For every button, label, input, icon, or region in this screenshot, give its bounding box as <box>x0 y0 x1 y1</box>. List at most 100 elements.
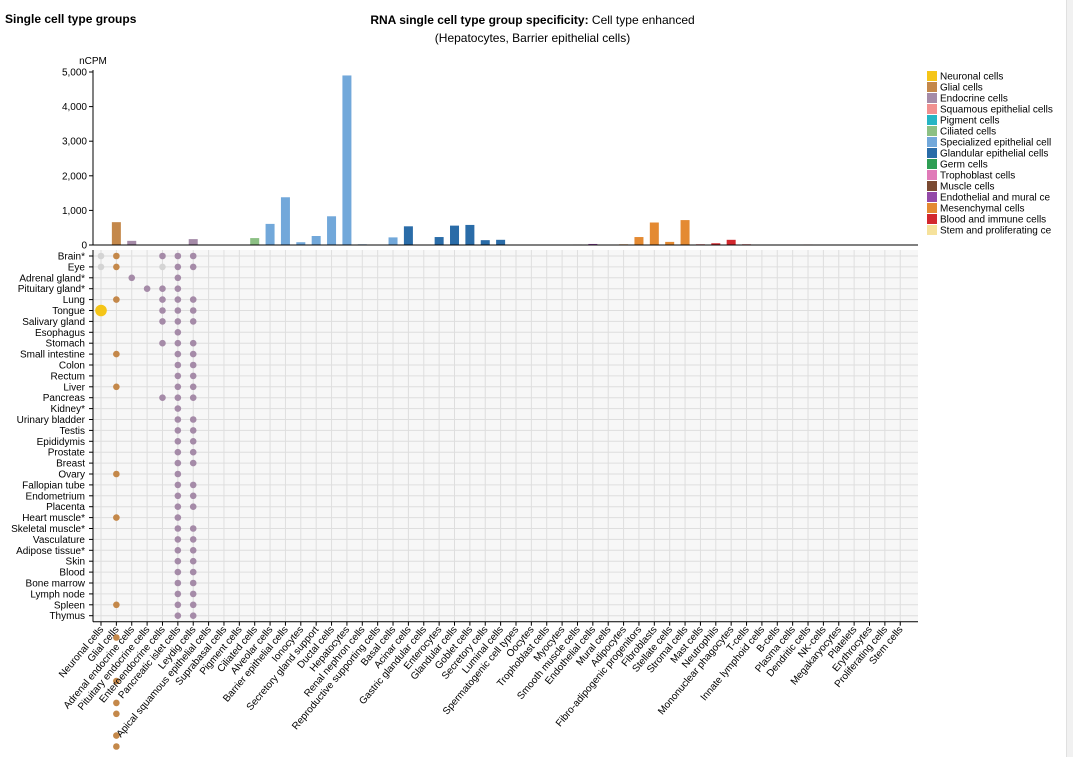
dot <box>174 296 182 303</box>
dot <box>174 350 182 358</box>
dot <box>189 372 197 380</box>
tissue-label: Rectum <box>51 371 85 382</box>
tissue-label: Tongue <box>52 306 85 317</box>
tissue-label: Spleen <box>54 600 85 611</box>
legend-label: Mesenchymal cells <box>940 204 1024 215</box>
tissue-label: Pancreas <box>43 393 85 404</box>
dot <box>189 252 197 260</box>
bar <box>388 237 398 245</box>
dot <box>159 296 166 303</box>
dot-matrix-background <box>93 250 918 622</box>
dot <box>174 329 182 336</box>
dot <box>113 263 120 271</box>
legend-label: Trophoblast cells <box>940 171 1015 182</box>
legend-swatch <box>927 181 937 191</box>
bar <box>711 243 721 245</box>
legend-label: Endocrine cells <box>940 94 1008 105</box>
tissue-label: Vasculature <box>33 535 86 546</box>
tissue-label: Urinary bladder <box>17 415 86 426</box>
dot <box>97 252 105 260</box>
tissue-label: Kidney* <box>51 404 86 415</box>
dot <box>189 416 197 423</box>
y-tick-label: 3,000 <box>62 137 87 148</box>
tissue-label: Fallopian tube <box>22 480 85 491</box>
bar <box>726 239 736 245</box>
dot <box>174 568 182 576</box>
dot <box>189 296 197 303</box>
dot <box>189 350 197 358</box>
legend-swatch <box>927 214 937 224</box>
dot <box>189 361 197 369</box>
bar <box>188 239 198 245</box>
dot <box>174 579 182 587</box>
tissue-label: Epididymis <box>37 437 85 448</box>
dot <box>174 285 182 293</box>
dot <box>174 590 182 598</box>
legend-swatch <box>927 225 937 235</box>
legend-swatch <box>927 126 937 136</box>
bar <box>665 241 675 245</box>
legend-label: Blood and immune cells <box>940 215 1046 226</box>
dot <box>159 252 166 260</box>
dot <box>189 438 197 445</box>
legend-swatch <box>927 137 937 147</box>
tissue-label: Stomach <box>46 339 85 350</box>
dot <box>189 612 197 619</box>
tissue-label: Colon <box>59 361 85 372</box>
dot <box>159 307 166 314</box>
scrollbar[interactable] <box>1066 0 1073 757</box>
dot <box>189 568 197 576</box>
tissue-label: Endometrium <box>26 491 85 502</box>
dot-layer <box>95 252 197 750</box>
dot <box>174 252 182 260</box>
tissue-label: Bone marrow <box>26 579 86 590</box>
tissue-label: Breast <box>56 459 85 470</box>
dot <box>113 710 120 718</box>
bar <box>280 197 290 245</box>
dot <box>189 427 197 434</box>
legend-swatch <box>927 115 937 125</box>
dot <box>189 318 197 325</box>
dot <box>174 416 182 423</box>
tissue-label: Esophagus <box>35 328 85 339</box>
legend-swatch <box>927 82 937 92</box>
bar <box>265 223 275 245</box>
dot <box>189 503 197 511</box>
dot <box>174 525 182 532</box>
bar <box>311 236 321 245</box>
legend-label: Muscle cells <box>940 182 994 193</box>
dot <box>113 383 120 391</box>
legend-label: Germ cells <box>940 160 988 171</box>
tissue-label: Adipose tissue* <box>16 546 85 557</box>
dot <box>189 263 197 271</box>
legend-swatch <box>927 170 937 180</box>
dot <box>113 296 120 303</box>
dot <box>174 383 182 391</box>
bar-layer <box>111 75 828 246</box>
dot <box>174 427 182 434</box>
dot <box>174 307 182 314</box>
dot <box>189 459 197 467</box>
bar <box>649 222 659 245</box>
dot <box>174 514 182 521</box>
tissue-label: Small intestine <box>20 350 85 361</box>
bar <box>480 240 490 245</box>
tissue-label: Lymph node <box>30 589 85 600</box>
grid-layer <box>93 250 918 622</box>
bar <box>127 240 137 245</box>
dot <box>189 492 197 500</box>
page-title: Single cell type groups <box>5 12 137 26</box>
bar <box>496 239 506 245</box>
legend-swatch <box>927 148 937 158</box>
bar <box>403 226 413 245</box>
dot <box>189 481 197 489</box>
dot <box>174 318 182 325</box>
tissue-label: Heart muscle* <box>22 513 85 524</box>
dot <box>174 394 182 402</box>
dot <box>189 448 197 456</box>
y-tick-label: 5,000 <box>62 68 87 79</box>
tissue-label: Thymus <box>49 611 85 622</box>
dot <box>174 503 182 511</box>
dot <box>174 547 182 554</box>
legend-label: Glandular epithelial cells <box>940 149 1048 160</box>
